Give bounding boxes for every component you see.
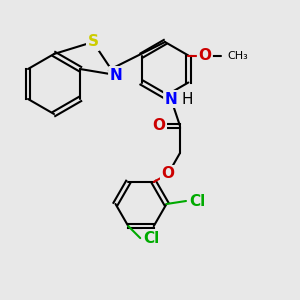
Text: Cl: Cl bbox=[143, 231, 160, 246]
Text: O: O bbox=[161, 167, 175, 182]
Text: N: N bbox=[165, 92, 177, 106]
Text: N: N bbox=[110, 68, 122, 82]
Text: H: H bbox=[182, 92, 193, 106]
Text: O: O bbox=[152, 118, 166, 134]
Text: CH₃: CH₃ bbox=[227, 50, 248, 61]
Text: S: S bbox=[88, 34, 98, 50]
Text: Cl: Cl bbox=[189, 194, 205, 208]
Text: O: O bbox=[198, 48, 212, 63]
